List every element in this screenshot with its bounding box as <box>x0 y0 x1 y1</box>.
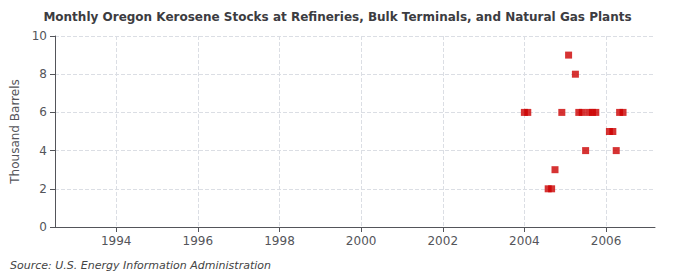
svg-text:2006: 2006 <box>591 234 622 248</box>
svg-text:Monthly Oregon Kerosene Stocks: Monthly Oregon Kerosene Stocks at Refine… <box>43 10 631 24</box>
svg-text:2002: 2002 <box>427 234 458 248</box>
svg-text:6: 6 <box>39 105 47 119</box>
svg-text:Source: U.S. Energy Informatio: Source: U.S. Energy Information Administ… <box>10 259 271 272</box>
svg-text:Thousand Barrels: Thousand Barrels <box>8 79 22 184</box>
svg-text:1998: 1998 <box>264 234 295 248</box>
svg-text:10: 10 <box>32 29 47 43</box>
svg-text:1994: 1994 <box>101 234 132 248</box>
svg-text:8: 8 <box>39 67 47 81</box>
svg-text:2: 2 <box>39 182 47 196</box>
svg-text:1996: 1996 <box>183 234 214 248</box>
svg-text:2004: 2004 <box>509 234 540 248</box>
svg-text:2000: 2000 <box>346 234 377 248</box>
svg-text:0: 0 <box>39 220 47 234</box>
svg-text:4: 4 <box>39 144 47 158</box>
